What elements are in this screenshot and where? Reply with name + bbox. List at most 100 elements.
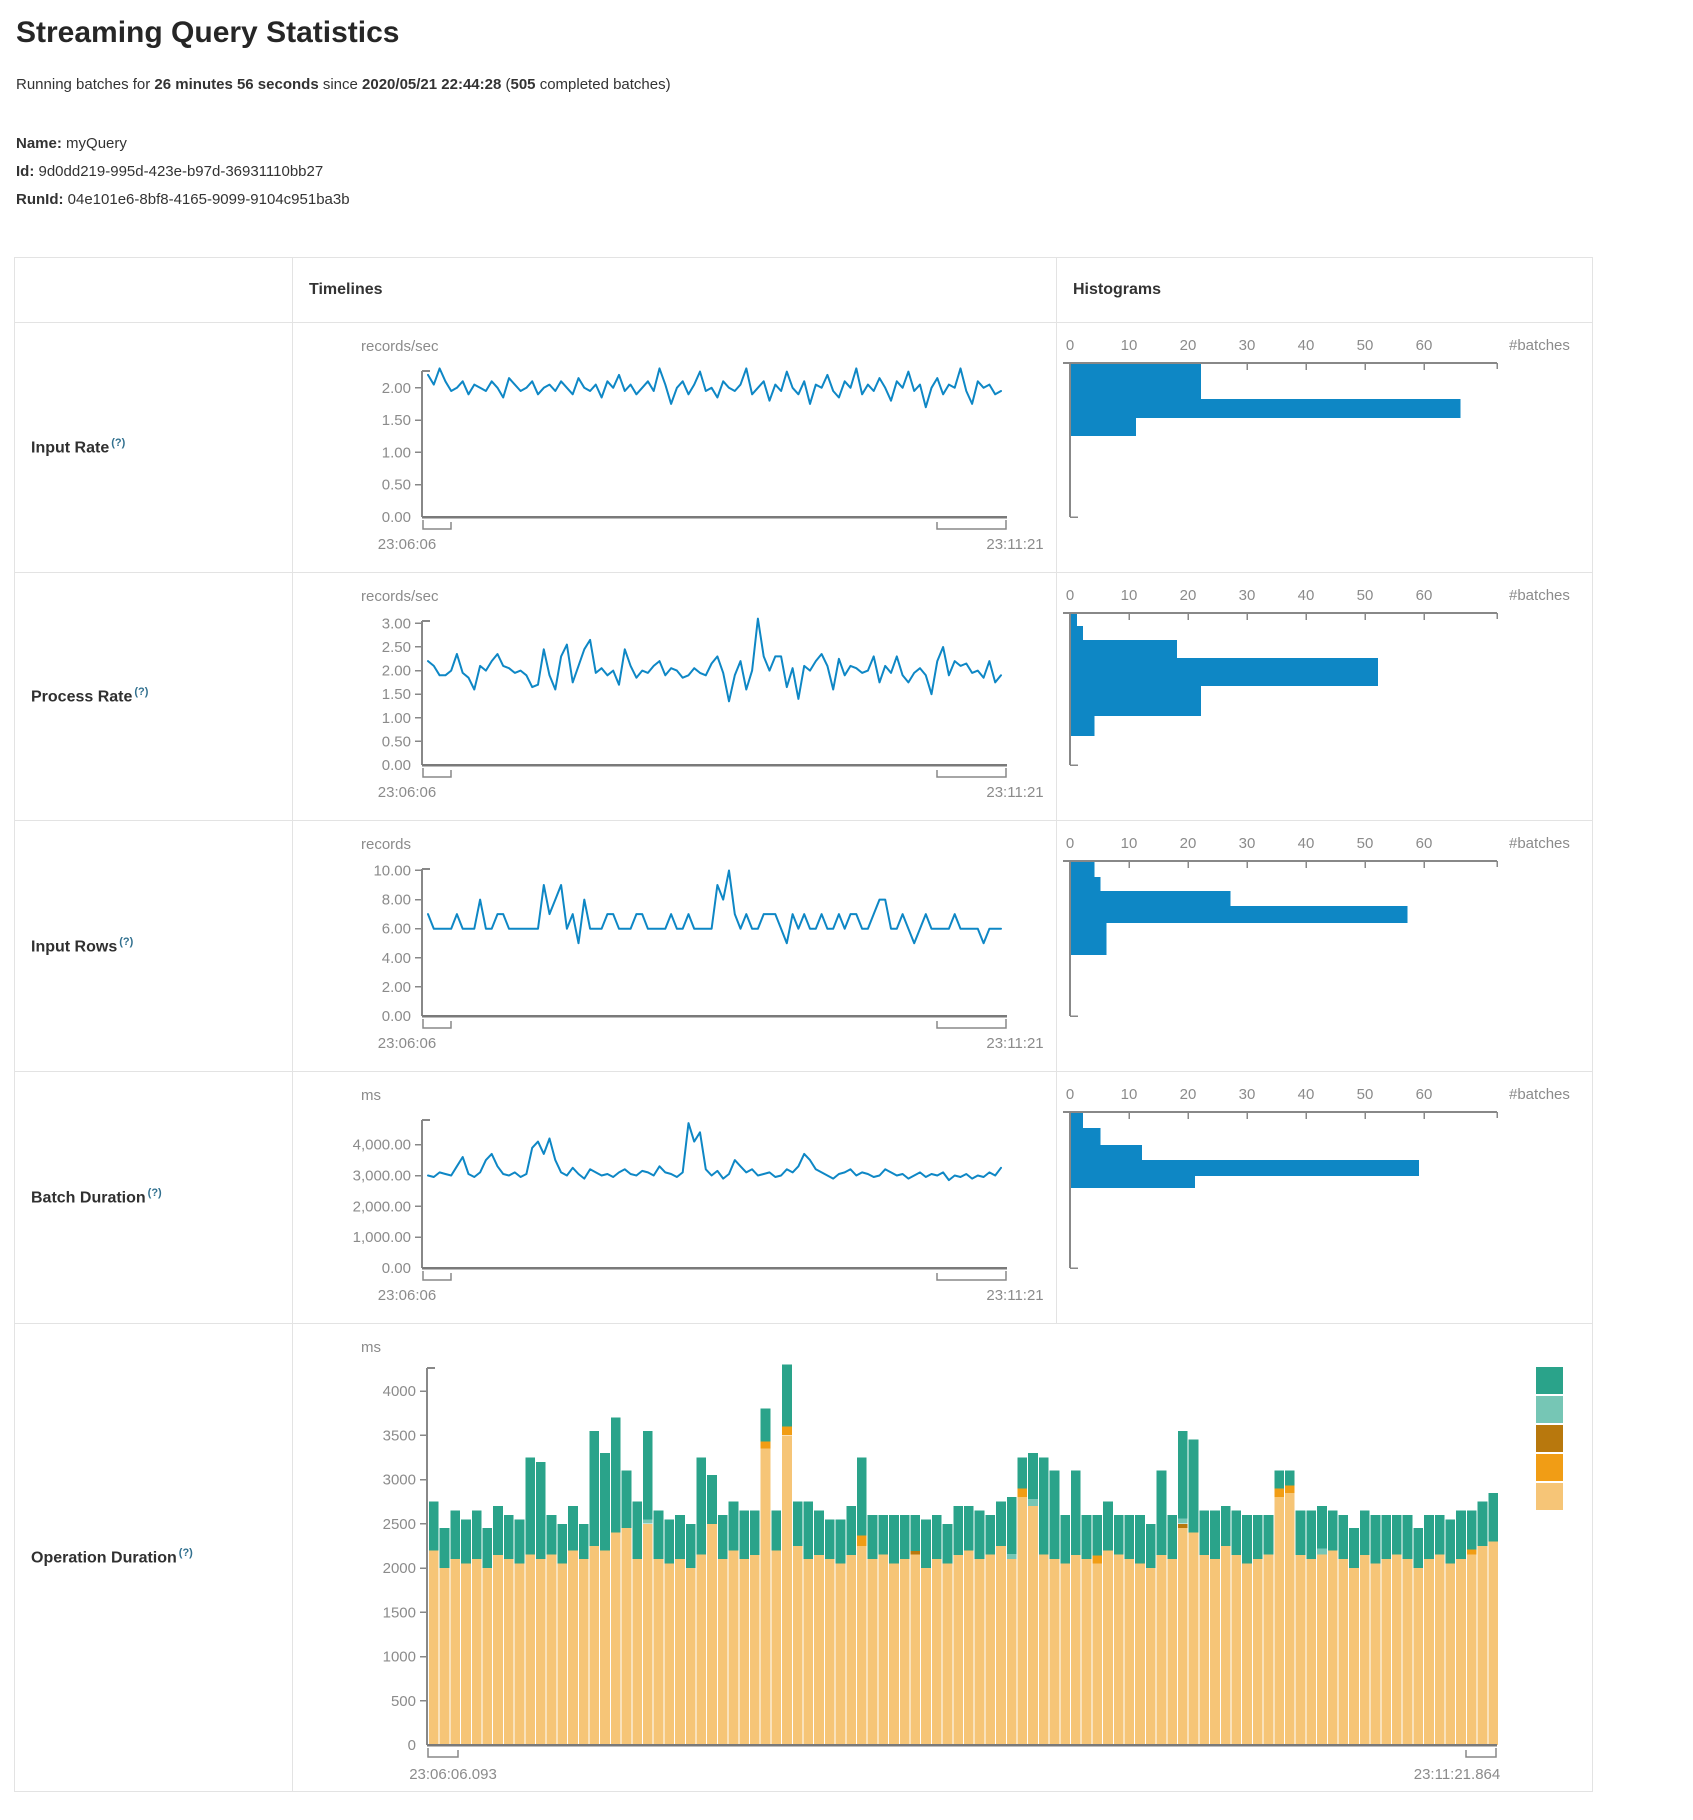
legend-swatch-green [1536, 1367, 1563, 1394]
svg-text:ms: ms [361, 1087, 381, 1104]
svg-text:60: 60 [1416, 587, 1433, 604]
svg-text:60: 60 [1416, 1086, 1433, 1103]
name-label: Name: [16, 135, 62, 152]
svg-text:10: 10 [1121, 337, 1138, 354]
svg-text:8.00: 8.00 [382, 892, 411, 909]
svg-text:#batches: #batches [1509, 1086, 1570, 1103]
svg-text:50: 50 [1357, 1086, 1374, 1103]
svg-text:0: 0 [1066, 1086, 1074, 1103]
svg-text:2.00: 2.00 [382, 979, 411, 996]
svg-text:23:11:21.864: 23:11:21.864 [1414, 1766, 1500, 1783]
runid-label: RunId: [16, 191, 64, 208]
row-label-text: Batch Duration [31, 1189, 146, 1207]
svg-text:3500: 3500 [383, 1427, 416, 1444]
svg-text:23:11:21: 23:11:21 [986, 536, 1043, 553]
start-timestamp: 2020/05/21 22:44:28 [362, 76, 502, 93]
batch-duration-histogram-chart: 0 10 20 30 40 50 60 #batches [1056, 1071, 1592, 1323]
id-value: 9d0dd219-995d-423e-b97d-36931110bb27 [38, 163, 324, 180]
input-rate-histogram-chart: 0 10 20 30 40 50 60 #batches [1056, 322, 1592, 572]
svg-text:1500: 1500 [383, 1604, 416, 1621]
svg-text:#batches: #batches [1509, 835, 1570, 852]
svg-text:500: 500 [391, 1693, 416, 1710]
svg-text:60: 60 [1416, 835, 1433, 852]
process-rate-histogram-chart: 0 10 20 30 40 50 60 #batches [1056, 572, 1592, 820]
running-batches-summary: Running batches for 26 minutes 56 second… [16, 76, 671, 93]
svg-text:records/sec: records/sec [361, 588, 439, 605]
svg-text:3,000.00: 3,000.00 [353, 1168, 411, 1185]
svg-text:2500: 2500 [383, 1516, 416, 1533]
svg-text:40: 40 [1298, 337, 1315, 354]
svg-text:0: 0 [1066, 587, 1074, 604]
summary-text: since [318, 76, 363, 93]
svg-text:2.50: 2.50 [382, 639, 411, 656]
svg-text:30: 30 [1239, 1086, 1256, 1103]
operation-duration-legend [1536, 1367, 1563, 1510]
svg-text:23:06:06.093: 23:06:06.093 [409, 1766, 497, 1783]
svg-text:2000: 2000 [383, 1560, 416, 1577]
svg-text:23:06:06: 23:06:06 [378, 1035, 436, 1052]
completed-batches-count: 505 [510, 76, 536, 93]
svg-text:2.00: 2.00 [382, 380, 411, 397]
svg-text:4,000.00: 4,000.00 [353, 1137, 411, 1154]
svg-text:0.00: 0.00 [382, 509, 411, 526]
summary-text: Running batches for [16, 76, 155, 93]
svg-text:2.00: 2.00 [382, 663, 411, 680]
legend-swatch-lightteal [1536, 1396, 1563, 1423]
row-label-input-rows: Input Rows (?) [15, 820, 292, 1071]
svg-text:0: 0 [1066, 835, 1074, 852]
svg-text:50: 50 [1357, 337, 1374, 354]
svg-text:23:11:21: 23:11:21 [986, 784, 1043, 801]
help-icon[interactable]: (?) [147, 1187, 162, 1200]
svg-text:23:06:06: 23:06:06 [378, 1287, 436, 1304]
batch-duration-timeline-chart: ms 4,000.00 3,000.00 2,000.00 1,000.00 0.00 23… [292, 1071, 1056, 1323]
svg-text:#batches: #batches [1509, 337, 1570, 354]
svg-text:10.00: 10.00 [373, 862, 411, 879]
svg-text:1,000.00: 1,000.00 [353, 1229, 411, 1246]
svg-text:10: 10 [1121, 587, 1138, 604]
svg-text:20: 20 [1180, 835, 1197, 852]
row-label-batch-duration: Batch Duration (?) [15, 1071, 292, 1323]
legend-swatch-tan [1536, 1483, 1563, 1510]
svg-text:23:06:06: 23:06:06 [378, 784, 436, 801]
svg-text:30: 30 [1239, 337, 1256, 354]
svg-text:records: records [361, 836, 411, 853]
svg-text:20: 20 [1180, 587, 1197, 604]
svg-text:records/sec: records/sec [361, 338, 439, 355]
svg-text:40: 40 [1298, 835, 1315, 852]
svg-text:60: 60 [1416, 337, 1433, 354]
help-icon[interactable]: (?) [178, 1547, 193, 1560]
help-icon[interactable]: (?) [111, 437, 126, 450]
runid-value: 04e101e6-8bf8-4165-9099-9104c951ba3b [67, 191, 350, 208]
statistics-table: Timelines Histograms Input Rate (?) recor… [14, 257, 1593, 1792]
name-value: myQuery [66, 135, 127, 152]
svg-text:10: 10 [1121, 1086, 1138, 1103]
id-label: Id: [16, 163, 35, 180]
svg-text:1.50: 1.50 [382, 412, 411, 429]
help-icon[interactable]: (?) [134, 686, 149, 699]
svg-text:0: 0 [1066, 337, 1074, 354]
svg-text:30: 30 [1239, 835, 1256, 852]
svg-text:40: 40 [1298, 587, 1315, 604]
page-title: Streaming Query Statistics [16, 16, 400, 49]
svg-text:0.00: 0.00 [382, 1008, 411, 1025]
input-rows-histogram-chart: 0 10 20 30 40 50 60 #batches [1056, 820, 1592, 1071]
row-label-input-rate: Input Rate (?) [15, 322, 292, 572]
svg-text:1.00: 1.00 [382, 710, 411, 727]
svg-text:4000: 4000 [383, 1383, 416, 1400]
svg-text:40: 40 [1298, 1086, 1315, 1103]
svg-text:#batches: #batches [1509, 587, 1570, 604]
svg-text:6.00: 6.00 [382, 921, 411, 938]
query-id-line: Id: 9d0dd219-995d-423e-b97d-36931110bb27 [16, 158, 350, 186]
svg-text:20: 20 [1180, 337, 1197, 354]
header-timelines: Timelines [292, 258, 1056, 322]
row-label-process-rate: Process Rate (?) [15, 572, 292, 820]
help-icon[interactable]: (?) [119, 935, 134, 948]
svg-text:0.50: 0.50 [382, 477, 411, 494]
svg-text:23:06:06: 23:06:06 [378, 536, 436, 553]
input-rate-timeline-chart: records/sec 2.00 1.50 1.00 0.50 0.00 23:06:06 2… [292, 322, 1056, 572]
summary-text: completed batches) [535, 76, 671, 93]
process-rate-timeline-chart: records/sec 3.00 2.50 2.00 1.50 1.00 0.50 0.00 2… [292, 572, 1056, 820]
row-label-text: Operation Duration [31, 1549, 177, 1567]
svg-text:2,000.00: 2,000.00 [353, 1198, 411, 1215]
